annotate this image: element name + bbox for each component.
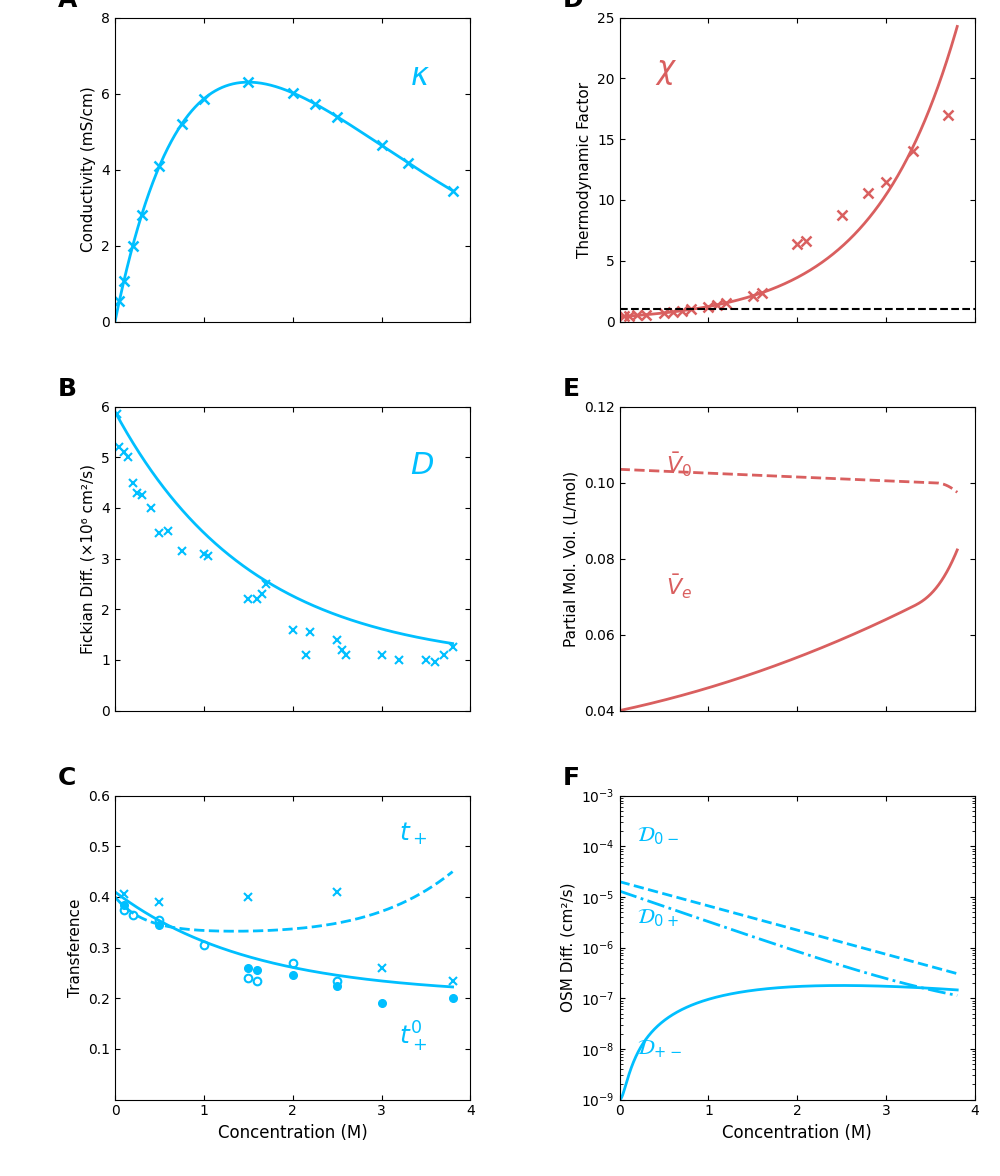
Y-axis label: Thermodynamic Factor: Thermodynamic Factor <box>577 81 592 258</box>
Y-axis label: OSM Diff. (cm²/s): OSM Diff. (cm²/s) <box>561 883 576 1013</box>
Text: $D$: $D$ <box>410 449 434 481</box>
Y-axis label: Conductivity (mS/cm): Conductivity (mS/cm) <box>81 87 96 253</box>
Text: B: B <box>58 376 77 401</box>
Y-axis label: Fickian Diff. (×10⁶ cm²/s): Fickian Diff. (×10⁶ cm²/s) <box>81 463 96 654</box>
Text: $\kappa$: $\kappa$ <box>410 60 430 92</box>
X-axis label: Concentration (M): Concentration (M) <box>218 1124 368 1142</box>
Text: $\bar{V}_0$: $\bar{V}_0$ <box>666 452 692 479</box>
Text: $\mathcal{D}_{0+}$: $\mathcal{D}_{0+}$ <box>637 908 679 929</box>
Text: $\mathcal{D}_{+-}$: $\mathcal{D}_{+-}$ <box>637 1038 682 1060</box>
Text: $t_+^0$: $t_+^0$ <box>399 1020 427 1054</box>
Text: $\bar{V}_e$: $\bar{V}_e$ <box>666 573 692 601</box>
Text: $\chi$: $\chi$ <box>655 56 677 87</box>
Text: F: F <box>563 766 580 789</box>
Text: C: C <box>58 766 77 789</box>
Text: E: E <box>563 376 580 401</box>
X-axis label: Concentration (M): Concentration (M) <box>722 1124 872 1142</box>
Y-axis label: Transference: Transference <box>68 898 83 997</box>
Text: $\mathcal{D}_{0-}$: $\mathcal{D}_{0-}$ <box>637 826 679 847</box>
Text: A: A <box>58 0 78 12</box>
Text: D: D <box>563 0 583 12</box>
Text: $t_+$: $t_+$ <box>399 821 427 848</box>
Y-axis label: Partial Mol. Vol. (L/mol): Partial Mol. Vol. (L/mol) <box>563 470 578 647</box>
